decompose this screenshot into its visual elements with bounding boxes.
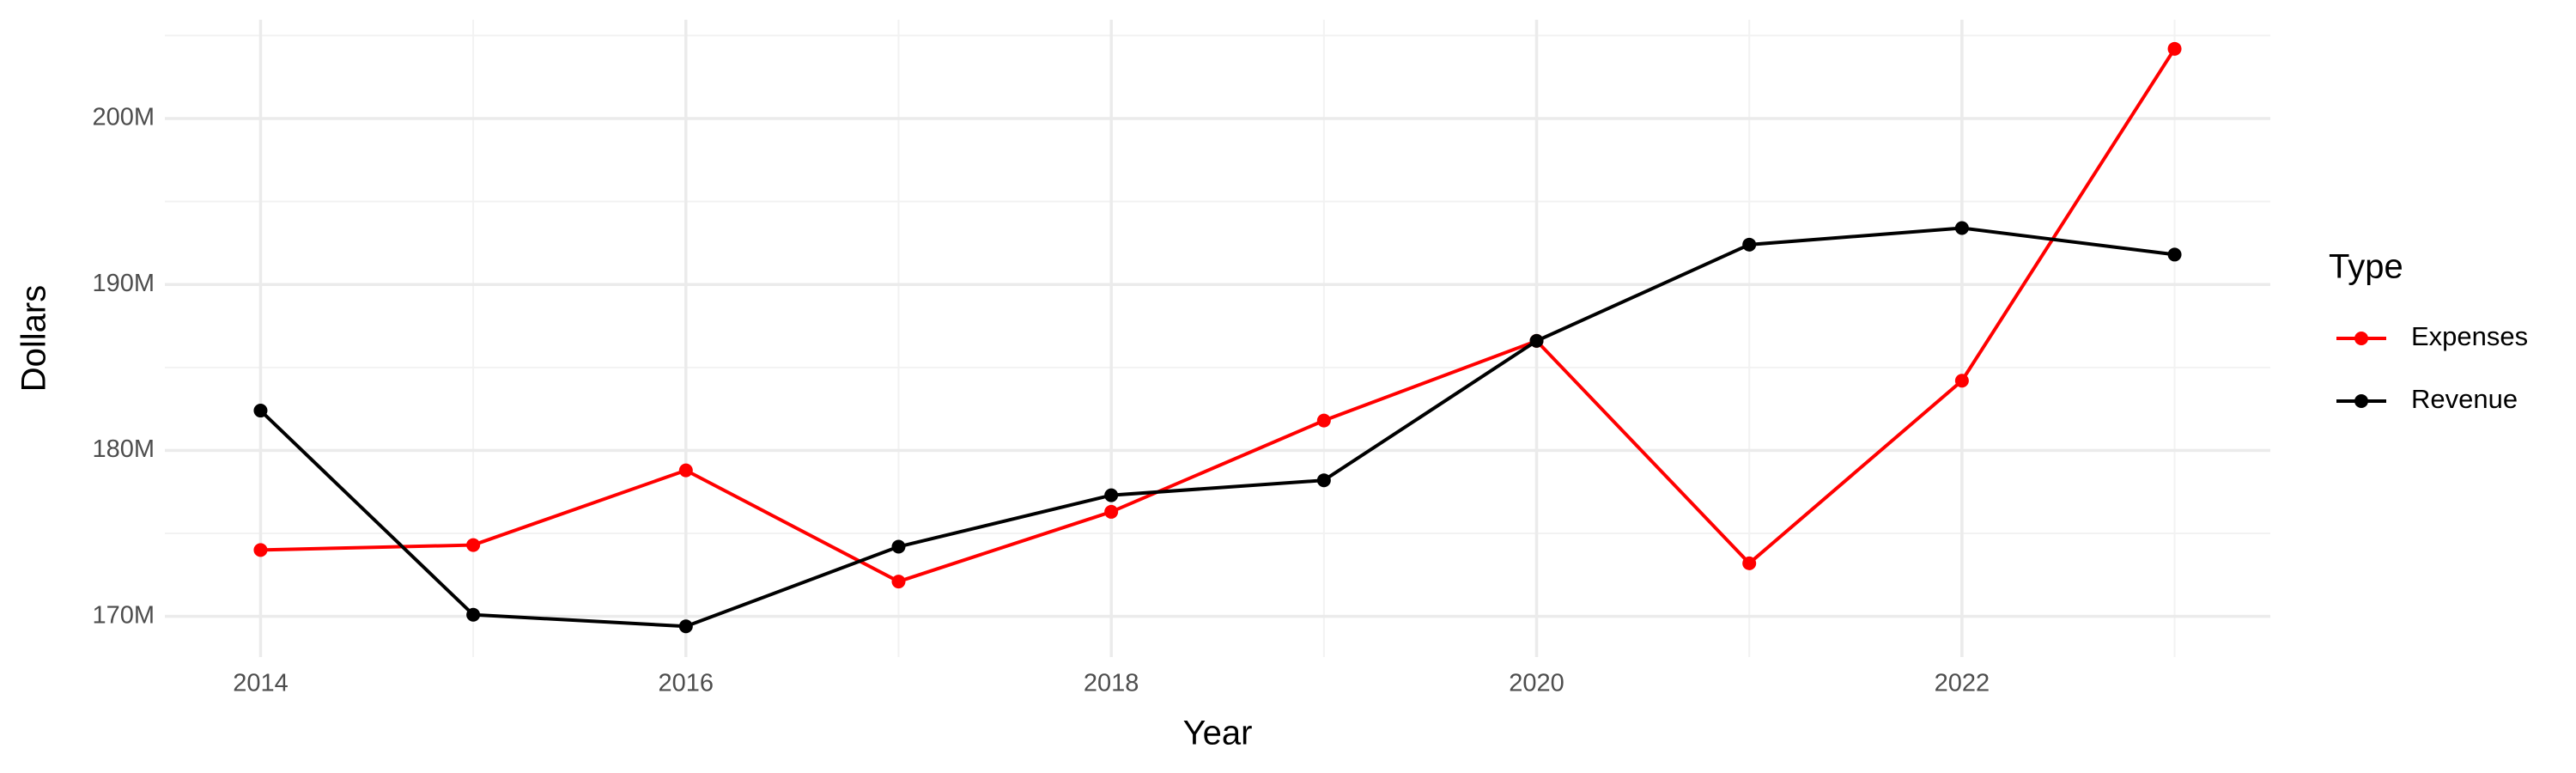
data-point bbox=[2167, 247, 2182, 262]
legend-key-point bbox=[2354, 332, 2368, 345]
y-tick-label: 200M bbox=[92, 104, 155, 131]
data-point bbox=[678, 463, 693, 478]
series-line bbox=[260, 47, 2177, 584]
data-point bbox=[1316, 473, 1331, 488]
x-tick-label: 2018 bbox=[1084, 670, 1139, 697]
y-axis-title: Dollars bbox=[15, 285, 53, 392]
x-tick-label: 2014 bbox=[233, 670, 289, 697]
x-axis-title: Year bbox=[1183, 715, 1253, 752]
y-tick-label: 170M bbox=[92, 601, 155, 629]
legend-label: Expenses bbox=[2411, 321, 2528, 351]
marks bbox=[253, 41, 2182, 634]
data-point bbox=[1529, 333, 1544, 348]
data-point bbox=[1104, 504, 1119, 519]
grid bbox=[165, 20, 2270, 657]
data-point bbox=[891, 575, 906, 589]
legend-title: Type bbox=[2329, 248, 2403, 286]
data-point bbox=[1742, 237, 1757, 252]
x-tick-label: 2022 bbox=[1935, 670, 1990, 697]
data-point bbox=[466, 538, 481, 552]
data-point bbox=[253, 543, 268, 557]
data-point bbox=[1954, 374, 1969, 388]
data-point bbox=[1954, 221, 1969, 235]
data-point bbox=[1742, 556, 1757, 570]
legend-label: Revenue bbox=[2411, 384, 2518, 414]
y-tick-label: 180M bbox=[92, 435, 155, 463]
data-point bbox=[2167, 41, 2182, 56]
data-point bbox=[1104, 488, 1119, 502]
series-line bbox=[259, 226, 2175, 629]
y-tick-label: 190M bbox=[92, 270, 155, 297]
data-point bbox=[253, 404, 268, 418]
data-point bbox=[891, 539, 906, 554]
x-tick-label: 2016 bbox=[659, 670, 714, 697]
legend-key-point bbox=[2354, 394, 2368, 408]
data-point bbox=[466, 607, 481, 622]
x-tick-label: 2020 bbox=[1509, 670, 1564, 697]
data-point bbox=[678, 619, 693, 634]
data-point bbox=[1316, 413, 1331, 428]
